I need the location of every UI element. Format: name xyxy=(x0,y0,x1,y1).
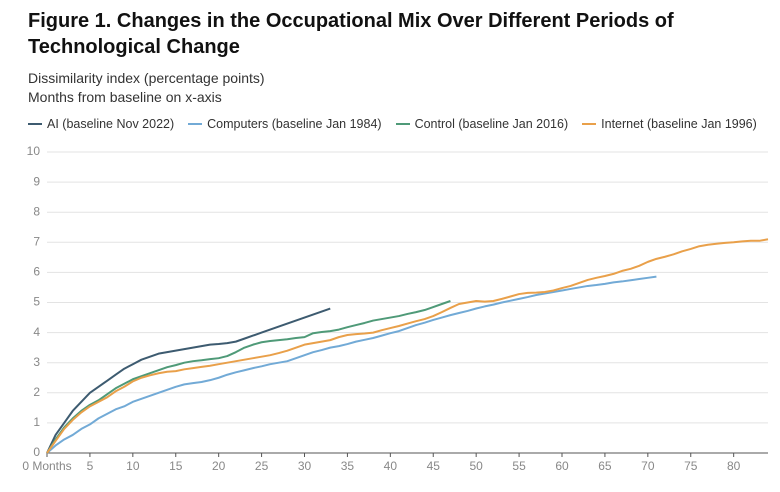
x-tick-label: 10 xyxy=(126,459,140,473)
x-tick-label: 40 xyxy=(384,459,398,473)
x-tick-label: 20 xyxy=(212,459,226,473)
y-tick-label: 7 xyxy=(33,234,40,248)
x-tick-label: 50 xyxy=(469,459,483,473)
subtitle: Months from baseline on x-axis xyxy=(28,89,222,105)
y-tick-label: 8 xyxy=(33,204,40,218)
y-tick-label: 10 xyxy=(27,144,41,158)
chart-title: Figure 1. Changes in the Occupational Mi… xyxy=(28,10,674,58)
x-tick-label: 65 xyxy=(598,459,612,473)
legend-label: Internet (baseline Jan 1996) xyxy=(601,117,757,131)
x-tick-label: 70 xyxy=(641,459,655,473)
legend-label: Control (baseline Jan 2016) xyxy=(414,117,569,131)
legend-swatch xyxy=(395,123,410,125)
x-tick-label: 5 xyxy=(87,459,94,473)
x-tick-label: 0 Months xyxy=(22,459,71,473)
x-tick-label: 80 xyxy=(727,459,741,473)
subtitle: Dissimilarity index (percentage points) xyxy=(28,70,265,86)
x-tick-label: 30 xyxy=(298,459,312,473)
legend-label: Computers (baseline Jan 1984) xyxy=(207,117,382,131)
y-tick-label: 5 xyxy=(33,295,40,309)
series-line xyxy=(46,300,451,454)
x-tick-label: 55 xyxy=(512,459,526,473)
x-tick-label: 25 xyxy=(255,459,269,473)
legend-swatch xyxy=(582,123,597,125)
x-tick-label: 15 xyxy=(169,459,183,473)
x-tick-label: 45 xyxy=(427,459,441,473)
y-tick-label: 3 xyxy=(33,355,40,369)
series-line xyxy=(46,238,769,454)
legend-swatch xyxy=(28,123,42,125)
legend-item: Internet (baseline Jan 1996) xyxy=(582,117,757,131)
y-tick-label: 4 xyxy=(33,325,40,339)
legend-item: Control (baseline Jan 2016) xyxy=(395,117,569,131)
legend-label: AI (baseline Nov 2022) xyxy=(47,117,175,131)
y-tick-label: 0 xyxy=(33,445,40,459)
y-tick-label: 9 xyxy=(33,174,40,188)
y-tick-label: 6 xyxy=(33,265,40,279)
series-line xyxy=(46,307,331,454)
x-tick-label: 60 xyxy=(555,459,569,473)
x-tick-label: 35 xyxy=(341,459,355,473)
x-tick-label: 75 xyxy=(684,459,698,473)
legend-item: Computers (baseline Jan 1984) xyxy=(188,117,382,131)
y-tick-label: 2 xyxy=(33,385,40,399)
legend: AI (baseline Nov 2022) Computers (baselin… xyxy=(28,117,757,131)
series-line xyxy=(46,275,657,454)
legend-item: AI (baseline Nov 2022) xyxy=(28,117,174,131)
legend-swatch xyxy=(188,123,203,125)
y-tick-label: 1 xyxy=(33,415,40,429)
